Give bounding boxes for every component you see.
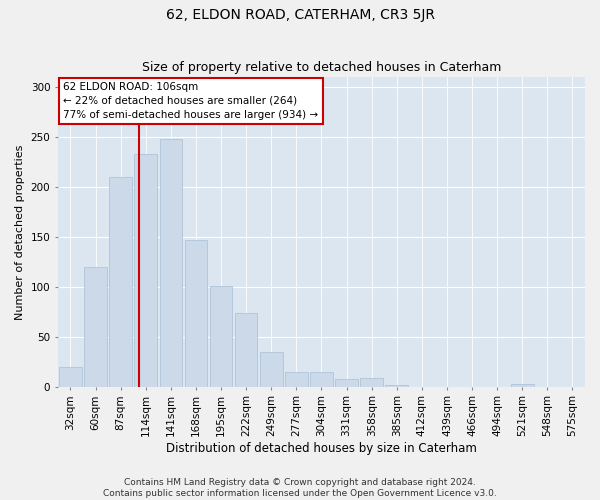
Bar [335,378,358,386]
Y-axis label: Number of detached properties: Number of detached properties [15,144,25,320]
Title: Size of property relative to detached houses in Caterham: Size of property relative to detached ho… [142,62,501,74]
Bar [59,366,82,386]
Bar [260,352,283,386]
Bar [310,372,333,386]
X-axis label: Distribution of detached houses by size in Caterham: Distribution of detached houses by size … [166,442,477,455]
Bar [160,139,182,386]
Bar [134,154,157,386]
Bar [109,177,132,386]
Bar [511,384,533,386]
Bar [285,372,308,386]
Bar [235,313,257,386]
Bar [361,378,383,386]
Bar [210,286,232,386]
Text: Contains HM Land Registry data © Crown copyright and database right 2024.
Contai: Contains HM Land Registry data © Crown c… [103,478,497,498]
Text: 62 ELDON ROAD: 106sqm
← 22% of detached houses are smaller (264)
77% of semi-det: 62 ELDON ROAD: 106sqm ← 22% of detached … [63,82,319,120]
Text: 62, ELDON ROAD, CATERHAM, CR3 5JR: 62, ELDON ROAD, CATERHAM, CR3 5JR [166,8,434,22]
Bar [185,240,207,386]
Bar [84,267,107,386]
Bar [385,384,408,386]
